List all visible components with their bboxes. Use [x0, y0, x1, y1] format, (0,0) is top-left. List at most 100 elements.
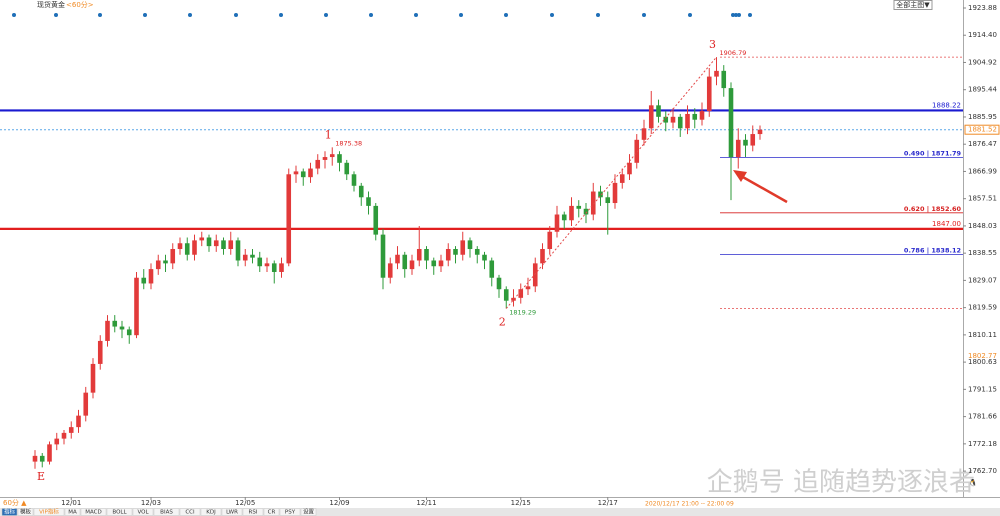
current-price-label: 1881.52	[968, 126, 997, 134]
candle-body	[598, 191, 603, 198]
candle-body	[90, 363, 96, 393]
y-tick-label: 1819.59	[968, 304, 997, 312]
candle-body	[641, 128, 647, 140]
candle-body	[569, 205, 574, 221]
candle-body	[358, 185, 364, 198]
candle-body	[525, 286, 531, 290]
menu-button[interactable]: 全部主图▼	[896, 0, 930, 9]
candle-body	[83, 392, 89, 416]
toolbar-tab[interactable]: PSY	[285, 510, 296, 516]
x-tick-label: 12/11	[416, 499, 436, 507]
y-tick-label: 1885.95	[968, 113, 997, 121]
chart-title: 现货黄金	[37, 0, 65, 9]
candle-body	[561, 214, 567, 221]
watermark: 企鹅号 追随趋势逐浪者	[707, 468, 975, 498]
candle-body	[32, 455, 38, 462]
toolbar-tab[interactable]: MACD	[85, 510, 102, 516]
y-tick-label: 1829.07	[968, 276, 997, 284]
candle-body	[656, 105, 661, 117]
toolbar-tab[interactable]: BOLL	[112, 510, 127, 516]
candle-body	[467, 240, 473, 249]
wave-price: 1906.79	[720, 49, 747, 57]
candle-body	[141, 277, 147, 284]
toolbar-tab[interactable]: VIP指标	[39, 508, 59, 516]
candle-body	[279, 263, 284, 272]
candle-body	[743, 139, 748, 146]
candle-body	[721, 70, 727, 89]
candle-body	[511, 297, 516, 301]
candle-body	[416, 248, 422, 261]
menu-box[interactable]	[893, 0, 933, 10]
candle-body	[489, 260, 495, 278]
y-tick-label: 1772.18	[968, 440, 997, 448]
candle-body	[221, 240, 226, 249]
price-marker: 1802.77	[968, 352, 997, 360]
candle-body	[235, 240, 241, 261]
toolbar-tab[interactable]: 指标	[4, 508, 16, 516]
toolbar-tab[interactable]: MA	[68, 510, 77, 516]
candle-body	[344, 162, 350, 175]
candle-body	[518, 289, 524, 298]
toolbar-tab[interactable]: 设置	[303, 508, 315, 516]
watermark-icon: 🐧	[969, 478, 978, 487]
candle-body	[699, 111, 705, 120]
candle-body	[61, 432, 67, 439]
candle-body	[213, 240, 219, 247]
wave-link	[505, 56, 717, 309]
toolbar-tab[interactable]: CR	[268, 510, 276, 516]
candle-body	[134, 277, 139, 336]
toolbar-tab[interactable]: KDJ	[206, 510, 216, 516]
candle-body	[54, 438, 60, 445]
toolbar-tab[interactable]: LWR	[226, 510, 238, 516]
candle-body	[148, 269, 154, 284]
candle-body	[300, 171, 306, 178]
candle-body	[337, 154, 342, 163]
x-tick-label: 12/03	[141, 499, 161, 507]
candle-body	[453, 248, 458, 255]
toolbar-tab[interactable]: 模板	[20, 508, 32, 516]
toolbar-tab[interactable]: CCI	[185, 510, 195, 516]
fib-label: 0.490 | 1871.79	[904, 150, 962, 159]
candle-body	[380, 234, 386, 278]
wave-price: 1819.29	[509, 308, 536, 316]
event-dots	[12, 13, 752, 17]
candle-body	[68, 427, 74, 433]
candle-body	[424, 248, 429, 261]
x-tick-label: 12/05	[235, 499, 255, 507]
candle-body	[271, 263, 277, 272]
x-tick-label: 12/01	[61, 499, 81, 507]
toolbar-tab[interactable]: BIAS	[160, 510, 173, 516]
candle-body	[460, 240, 466, 255]
x-tick-label: 12/09	[329, 499, 349, 507]
y-tick-label: 1838.55	[968, 249, 997, 257]
period-indicator: 60分 ▲	[3, 498, 27, 507]
candle-body	[685, 113, 690, 129]
candle-body	[627, 162, 632, 175]
candle-body	[554, 214, 560, 232]
candle-body	[366, 197, 371, 206]
candle-body	[619, 174, 625, 183]
candle-body	[315, 159, 321, 169]
crosshair-time: 2020/12/17 21:00 -- 22:00 09	[645, 501, 734, 508]
toolbar-tab[interactable]: VOL	[137, 510, 149, 516]
candle-body	[264, 263, 270, 267]
candle-body	[47, 444, 52, 462]
candle-body	[387, 263, 393, 278]
candle-body	[431, 260, 437, 267]
candle-body	[503, 289, 509, 301]
y-tick-label: 1876.47	[968, 140, 997, 148]
candle-body	[395, 254, 400, 264]
candle-body	[97, 340, 103, 364]
y-tick-label: 1791.15	[968, 385, 997, 393]
candle-body	[228, 240, 234, 249]
level-label: 1888.22	[932, 101, 961, 109]
toolbar-tab[interactable]: RSI	[249, 510, 258, 516]
candle-body	[714, 70, 719, 77]
y-tick-label: 1923.88	[968, 4, 997, 12]
y-tick-label: 1857.51	[968, 195, 997, 203]
candle-body	[757, 129, 763, 135]
candle-body	[351, 174, 357, 186]
candle-body	[250, 254, 255, 258]
